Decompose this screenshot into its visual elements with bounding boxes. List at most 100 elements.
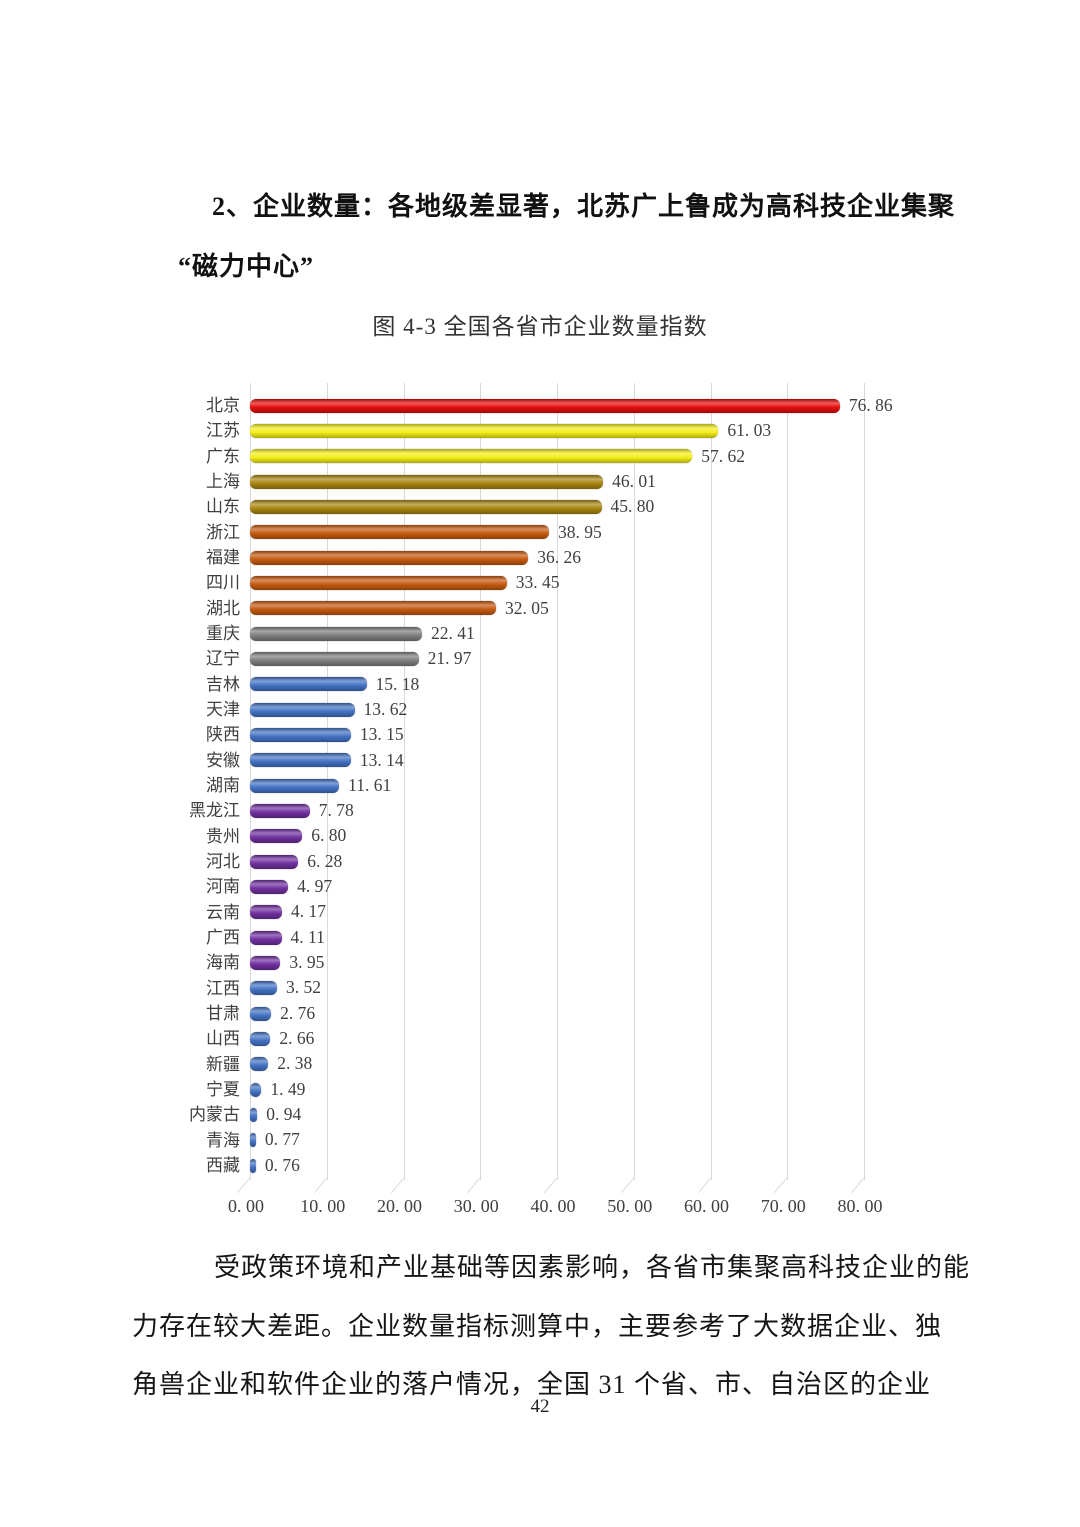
value-label: 38. 95: [557, 521, 602, 542]
value-label: 0. 94: [266, 1104, 302, 1125]
chart-row: 陕西 13. 15: [172, 722, 912, 747]
x-gridline: [787, 383, 789, 1180]
category-label: 上海: [206, 472, 240, 492]
body-paragraph-line2: 力存在较大差距。企业数量指标测算中，主要参考了大数据企业、独: [132, 1312, 943, 1341]
x-gridline: [633, 383, 635, 1180]
x-gridline: [710, 383, 712, 1180]
category-label: 宁夏: [206, 1080, 240, 1100]
value-label: 21. 97: [427, 648, 472, 669]
value-label: 13. 15: [359, 724, 404, 745]
chart-row: 吉林 15. 18: [172, 672, 912, 697]
bar-北京: [250, 398, 840, 413]
bar-area: 0. 94: [250, 1106, 912, 1124]
category-label: 甘肃: [206, 1004, 240, 1024]
bar-area: 4. 97: [250, 878, 912, 896]
body-paragraph-line3: 角兽企业和软件企业的落户情况，全国 31 个省、市、自治区的企业: [132, 1370, 932, 1399]
x-tick-label: 70. 00: [760, 1196, 806, 1216]
category-label: 湖北: [206, 598, 240, 618]
bar-河北: [250, 854, 299, 869]
chart-row: 北京 76. 86: [172, 393, 912, 418]
bar-上海: [250, 474, 604, 489]
bar-area: 13. 62: [250, 700, 912, 719]
chart-row: 内蒙古 0. 94: [172, 1102, 912, 1127]
bar-area: 3. 52: [250, 979, 912, 997]
bar-area: 3. 95: [250, 954, 912, 972]
category-label: 安徽: [206, 750, 240, 770]
chart-row: 安徽 13. 14: [172, 748, 912, 773]
bar-甘肃: [250, 1006, 272, 1021]
category-label: 贵州: [206, 826, 240, 846]
bar-chart: 北京 76. 86 江苏 61. 03 广东 57. 62 上海 46. 01 山东 45. 80…: [172, 380, 912, 1230]
chart-row: 上海 46. 01: [172, 469, 912, 494]
category-label: 河北: [206, 852, 240, 872]
chart-row: 河南 4. 97: [172, 874, 912, 899]
category-label: 云南: [206, 902, 240, 922]
chart-row: 浙江 38. 95: [172, 520, 912, 545]
chart-row: 辽宁 21. 97: [172, 646, 912, 671]
chart-row: 重庆 22. 41: [172, 621, 912, 646]
bar-陕西: [250, 727, 351, 742]
category-label: 海南: [206, 953, 240, 973]
category-label: 青海: [206, 1130, 240, 1150]
bar-area: 45. 80: [250, 498, 912, 516]
chart-row: 贵州 6. 80: [172, 824, 912, 849]
chart-row: 江西 3. 52: [172, 976, 912, 1001]
category-label: 天津: [206, 700, 240, 720]
category-label: 四川: [206, 573, 240, 593]
x-tick-label: 10. 00: [300, 1196, 346, 1216]
category-label: 浙江: [206, 522, 240, 542]
x-gridline: [864, 383, 865, 1180]
section-heading-line2: “磁力中心”: [178, 252, 315, 281]
bar-area: 1. 49: [250, 1080, 912, 1099]
section-heading-line1: 2、企业数量：各地级差显著，北苏广上鲁成为高科技企业集聚: [212, 192, 956, 221]
value-label: 6. 28: [307, 850, 343, 871]
chart-row: 甘肃 2. 76: [172, 1001, 912, 1026]
chart-row: 青海 0. 77: [172, 1128, 912, 1153]
value-label: 4. 97: [297, 876, 333, 897]
category-label: 内蒙古: [189, 1105, 240, 1125]
chart-row: 河北 6. 28: [172, 849, 912, 874]
value-label: 6. 80: [311, 825, 347, 846]
chart-row: 海南 3. 95: [172, 950, 912, 975]
bar-area: 11. 61: [250, 774, 912, 795]
bar-浙江: [250, 525, 549, 540]
bar-area: 33. 45: [250, 574, 912, 592]
x-axis-ticks: 0. 00 10. 00 20. 00 30. 00 40. 00 50. 00 60. 0…: [228, 1196, 883, 1222]
chart-row: 新疆 2. 38: [172, 1052, 912, 1077]
value-label: 13. 14: [359, 749, 404, 770]
value-label: 3. 95: [289, 952, 325, 973]
bar-天津: [250, 702, 355, 717]
bar-area: 4. 17: [250, 903, 912, 921]
category-label: 江苏: [206, 421, 240, 441]
x-tick-label: 30. 00: [453, 1196, 499, 1216]
value-label: 32. 05: [504, 597, 549, 618]
bar-江苏: [250, 423, 719, 438]
category-label: 江西: [206, 978, 240, 998]
bar-area: 46. 01: [250, 472, 912, 491]
category-label: 吉林: [206, 674, 240, 694]
bar-area: 4. 11: [250, 928, 912, 947]
bar-area: 2. 38: [250, 1055, 912, 1073]
chart-row: 云南 4. 17: [172, 900, 912, 925]
chart-row: 广东 57. 62: [172, 444, 912, 469]
bar-area: 2. 76: [250, 1002, 912, 1023]
category-label: 新疆: [206, 1054, 240, 1074]
bar-吉林: [250, 677, 367, 692]
bar-area: 15. 18: [250, 673, 912, 694]
bar-河南: [250, 879, 289, 894]
bar-area: 61. 03: [250, 422, 912, 440]
value-label: 15. 18: [375, 673, 420, 694]
bar-贵州: [250, 829, 303, 844]
value-label: 11. 61: [348, 774, 392, 795]
chart-row: 湖南 11. 61: [172, 773, 912, 798]
category-label: 陕西: [206, 725, 240, 745]
bar-海南: [250, 955, 281, 970]
category-label: 重庆: [206, 624, 240, 644]
value-label: 2. 76: [280, 1002, 316, 1023]
bar-江西: [250, 981, 278, 996]
chart-row: 黑龙江 7. 78: [172, 798, 912, 823]
bar-area: 7. 78: [250, 802, 912, 820]
chart-row: 四川 33. 45: [172, 570, 912, 595]
bar-area: 21. 97: [250, 650, 912, 668]
value-label: 61. 03: [727, 420, 772, 441]
